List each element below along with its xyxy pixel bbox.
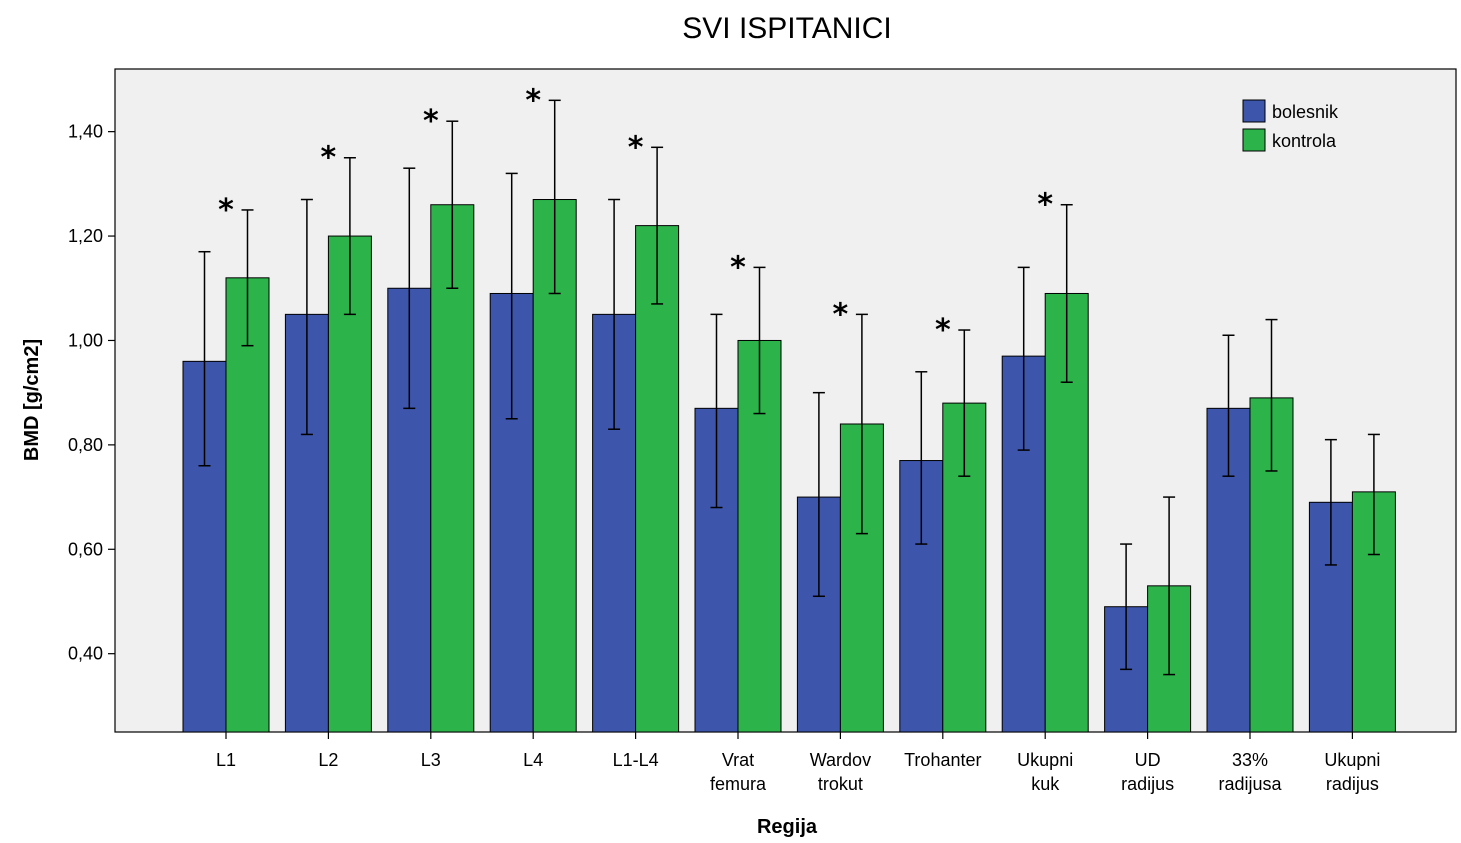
x-tick-label-line: L4	[523, 750, 543, 770]
x-tick-label-line: L2	[318, 750, 338, 770]
x-tick-label: L4	[523, 750, 543, 770]
x-tick-label-line: Wardov	[810, 750, 871, 770]
x-tick-label-line: radijus	[1121, 774, 1174, 794]
x-axis-title: Regija	[757, 816, 818, 838]
significance-star: *	[218, 193, 234, 228]
x-tick-label: Ukupni kuk	[1017, 750, 1073, 794]
legend: bolesnik kontrola	[1242, 99, 1339, 152]
bar-kontrola	[327, 235, 372, 733]
bar-kontrola	[1351, 491, 1396, 733]
x-tick-label-line: radijus	[1326, 774, 1379, 794]
bars-group	[182, 199, 1396, 733]
significance-star: *	[321, 141, 337, 176]
x-tick-label: L3	[421, 750, 441, 770]
x-tick-label-line: radijusa	[1218, 774, 1282, 794]
x-tick-label: 33% radijusa	[1218, 750, 1282, 794]
significance-markers: * * * * * * * * *	[218, 83, 1053, 348]
y-tick-label: 1,00	[68, 330, 103, 350]
legend-swatch-kontrola	[1242, 128, 1266, 152]
x-tick-label-line: Trohanter	[904, 750, 981, 770]
x-tick-label: UD radijus	[1121, 750, 1174, 794]
x-tick-label: Vrat femura	[710, 750, 767, 794]
significance-star: *	[833, 297, 849, 332]
significance-star: *	[525, 83, 541, 118]
bar-kontrola	[225, 277, 270, 733]
x-tick-label: L2	[318, 750, 338, 770]
x-tick-label-line: L1	[216, 750, 236, 770]
x-tick-label-line: L3	[421, 750, 441, 770]
chart-title: SVI ISPITANICI	[682, 12, 892, 45]
bar-kontrola	[430, 204, 475, 733]
y-tick-label: 0,40	[68, 644, 103, 664]
significance-star: *	[423, 104, 439, 139]
significance-star: *	[1037, 188, 1053, 223]
significance-star: *	[628, 130, 644, 165]
x-tick-label-line: Ukupni	[1017, 750, 1073, 770]
y-axis-title: BMD [g/cm2]	[21, 339, 43, 461]
legend-label-bolesnik: bolesnik	[1272, 102, 1339, 122]
y-tick-label: 0,60	[68, 539, 103, 559]
x-tick-label-line: kuk	[1031, 774, 1060, 794]
x-tick-label: Ukupni radijus	[1324, 750, 1380, 794]
x-axis: L1 L2 L3 L4 L1-L4 Vrat femura Wardov trokut Troha…	[216, 732, 1380, 794]
significance-star: *	[730, 250, 746, 285]
y-tick-label: 1,20	[68, 226, 103, 246]
x-tick-label: L1	[216, 750, 236, 770]
x-tick-label: Trohanter	[904, 750, 981, 770]
x-tick-label-line: UD	[1135, 750, 1161, 770]
x-tick-label-line: L1-L4	[613, 750, 659, 770]
x-tick-label-line: Vrat	[722, 750, 754, 770]
x-tick-label-line: femura	[710, 774, 767, 794]
x-tick-label-line: trokut	[818, 774, 863, 794]
x-tick-label: L1-L4	[613, 750, 659, 770]
y-axis: 0,40 0,60 0,80 1,00 1,20 1,40	[68, 122, 115, 664]
legend-label-kontrola: kontrola	[1272, 131, 1337, 151]
y-tick-label: 1,40	[68, 122, 103, 142]
x-tick-label-line: 33%	[1232, 750, 1268, 770]
significance-star: *	[935, 313, 951, 348]
bar-kontrola	[635, 225, 680, 733]
x-tick-label-line: Ukupni	[1324, 750, 1380, 770]
error-bars-group	[198, 99, 1380, 676]
x-tick-label: Wardov trokut	[810, 750, 871, 794]
legend-swatch-bolesnik	[1242, 99, 1266, 123]
y-tick-label: 0,80	[68, 435, 103, 455]
